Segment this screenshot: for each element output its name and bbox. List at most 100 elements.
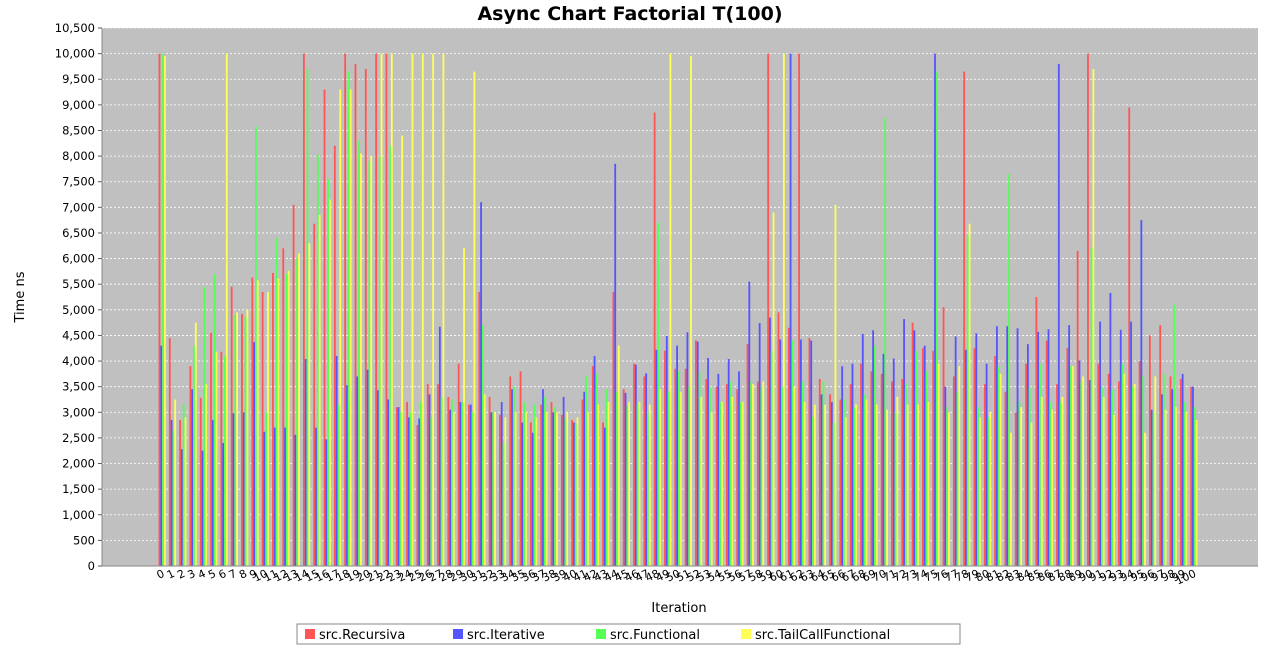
bar-3-0 <box>163 56 166 567</box>
bar-0-25 <box>416 425 419 566</box>
y-axis: 0 500 1,000 1,500 2,000 2,500 3,000 3,500 4,000 4… <box>55 21 103 573</box>
bar-0-86 <box>1045 340 1048 566</box>
y-tick-label: 3,000 <box>62 405 95 419</box>
bar-1-13 <box>294 434 297 566</box>
bar-2-68 <box>863 394 866 566</box>
bar-1-39 <box>562 396 565 566</box>
bar-2-84 <box>1028 386 1031 566</box>
bar-0-16 <box>323 89 326 567</box>
y-tick-label: 2,000 <box>62 457 95 471</box>
bar-1-56 <box>738 371 740 566</box>
bar-3-46 <box>638 402 641 566</box>
bar-0-38 <box>550 402 553 566</box>
bar-1-84 <box>1026 344 1029 566</box>
bar-2-91 <box>1100 386 1103 566</box>
bar-1-95 <box>1140 220 1143 566</box>
bar-3-41 <box>586 412 589 566</box>
bar-1-91 <box>1099 321 1101 566</box>
legend-label-0: src.Recursiva <box>319 628 405 643</box>
y-tick-label: 1,500 <box>62 482 95 496</box>
bar-0-35 <box>519 371 522 566</box>
x-tick-label: 54 <box>705 567 723 585</box>
y-axis-label: Time ns <box>13 271 28 323</box>
bar-1-89 <box>1078 360 1081 566</box>
bar-3-15 <box>318 215 321 566</box>
x-tick-label: 10 <box>251 567 269 585</box>
bar-2-43 <box>605 389 608 566</box>
bar-1-60 <box>779 339 782 566</box>
bar-2-49 <box>667 391 670 566</box>
y-tick-label: 6,500 <box>62 226 95 240</box>
bar-2-96 <box>1152 412 1155 566</box>
bar-0-51 <box>684 368 687 566</box>
bar-1-23 <box>397 407 400 566</box>
bar-0-18 <box>344 53 347 567</box>
bar-2-16 <box>327 179 330 566</box>
bar-0-52 <box>695 340 697 566</box>
bar-1-88 <box>1068 325 1071 566</box>
x-tick-label: 82 <box>994 567 1012 585</box>
x-tick-label: 38 <box>540 567 558 585</box>
bar-0-7 <box>230 286 233 566</box>
bar-3-13 <box>298 253 300 566</box>
bar-2-64 <box>822 381 825 566</box>
x-tick-label: 68 <box>850 567 868 585</box>
x-tick-label: 96 <box>1139 567 1157 585</box>
x-tick-label: 70 <box>870 567 888 585</box>
x-tick-label: 75 <box>922 567 940 585</box>
x-tick-label: 32 <box>478 567 496 585</box>
x-tick-label: 57 <box>736 567 754 585</box>
bar-0-96 <box>1148 335 1151 566</box>
x-tick-label: 65 <box>819 567 837 585</box>
x-tick-label: 94 <box>1118 567 1136 585</box>
bar-3-81 <box>999 373 1002 566</box>
chart-title: Async Chart Factorial T(100) <box>477 3 782 25</box>
bar-3-42 <box>597 404 600 566</box>
bar-1-70 <box>882 353 885 566</box>
bar-1-19 <box>356 376 359 566</box>
bar-2-78 <box>966 235 969 566</box>
x-tick-label: 29 <box>447 567 465 585</box>
x-tick-label: 8 <box>237 567 249 582</box>
bar-2-47 <box>647 412 649 566</box>
bar-2-54 <box>719 402 722 566</box>
bar-2-25 <box>420 402 422 566</box>
x-tick-label: 6 <box>216 567 228 582</box>
bar-3-78 <box>968 223 971 567</box>
bar-0-80 <box>983 384 986 566</box>
grid-lines <box>102 27 1258 567</box>
bar-2-57 <box>750 381 753 566</box>
bar-0-81 <box>994 355 997 566</box>
bar-2-34 <box>512 386 515 566</box>
x-tick-label: 52 <box>685 567 703 585</box>
bar-0-75 <box>932 350 935 566</box>
bar-1-97 <box>1161 394 1163 566</box>
bar-0-37 <box>540 404 543 566</box>
bar-2-4 <box>203 286 206 566</box>
bar-3-91 <box>1102 396 1105 566</box>
bar-2-6 <box>224 355 226 566</box>
legend-swatch-3 <box>741 629 751 639</box>
x-tick-label: 62 <box>788 567 806 585</box>
bar-1-44 <box>614 163 617 566</box>
bar-3-62 <box>803 402 806 566</box>
bar-0-30 <box>468 404 470 566</box>
bar-0-92 <box>1107 373 1110 566</box>
bar-0-68 <box>860 363 862 566</box>
x-tick-label: 66 <box>829 567 847 585</box>
bar-2-36 <box>533 404 536 566</box>
bar-3-10 <box>267 291 269 566</box>
bar-3-58 <box>762 381 765 566</box>
bar-3-93 <box>1123 373 1126 566</box>
bar-3-28 <box>452 412 455 566</box>
bar-2-0 <box>162 53 164 567</box>
x-tick-label: 37 <box>530 567 548 585</box>
bar-0-73 <box>911 322 914 566</box>
bar-3-76 <box>948 412 950 566</box>
bar-2-66 <box>843 399 845 566</box>
bar-0-40 <box>571 419 574 566</box>
x-tick-label: 20 <box>355 567 373 585</box>
bar-2-8 <box>244 316 247 566</box>
bar-2-12 <box>285 273 288 566</box>
